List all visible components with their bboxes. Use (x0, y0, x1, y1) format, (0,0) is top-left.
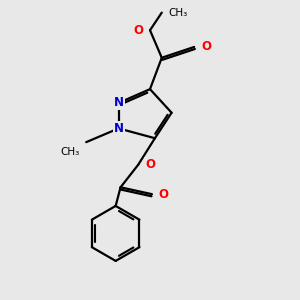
Text: O: O (145, 158, 155, 171)
Text: O: O (201, 40, 211, 53)
Text: O: O (133, 24, 143, 37)
Text: CH₃: CH₃ (169, 8, 188, 18)
Text: CH₃: CH₃ (60, 147, 79, 157)
Text: O: O (159, 188, 169, 201)
Text: N: N (114, 122, 124, 135)
Text: N: N (114, 96, 124, 110)
